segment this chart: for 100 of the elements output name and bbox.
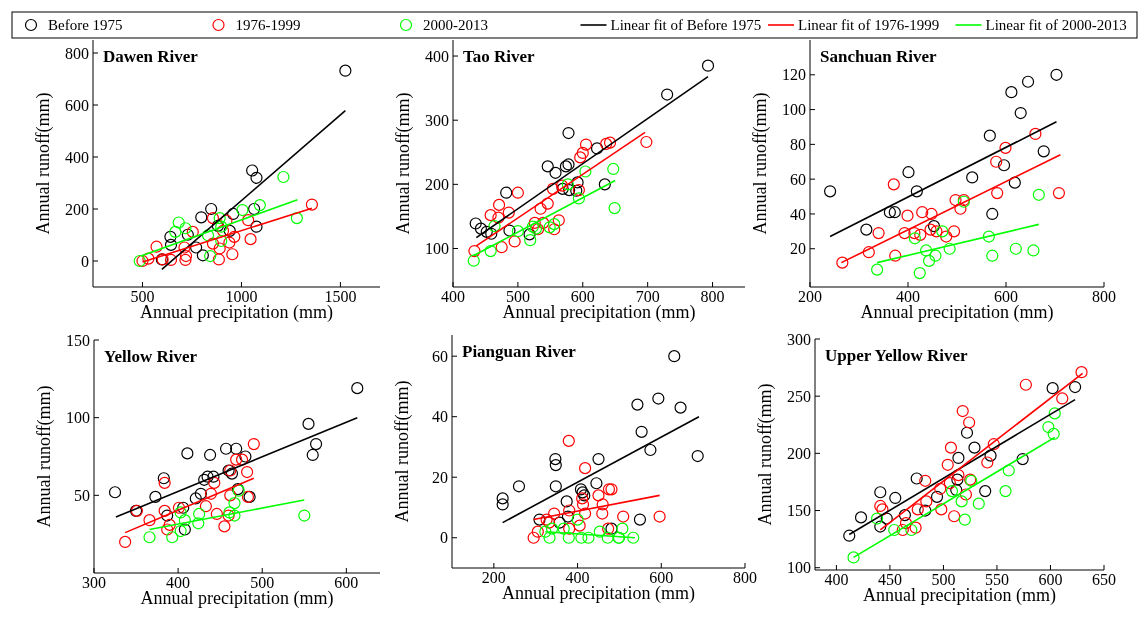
point bbox=[253, 199, 266, 212]
point bbox=[661, 88, 674, 101]
point bbox=[143, 531, 156, 544]
point bbox=[936, 225, 949, 238]
point bbox=[203, 448, 217, 462]
point bbox=[940, 230, 953, 243]
point bbox=[898, 509, 912, 522]
x-axis-title: Annual precipitation (mm) bbox=[860, 302, 1054, 323]
point bbox=[210, 507, 223, 521]
x-tick-label: 1000 bbox=[225, 288, 258, 305]
legend-label: Linear fit of 2000-2013 bbox=[985, 17, 1127, 34]
point bbox=[508, 235, 521, 248]
x-tick-label: 600 bbox=[570, 288, 595, 305]
point bbox=[236, 203, 249, 217]
point bbox=[474, 222, 487, 235]
point bbox=[239, 450, 252, 463]
point bbox=[1029, 127, 1042, 141]
point bbox=[244, 233, 257, 246]
point bbox=[545, 522, 559, 535]
chart-title: Sanchuan River bbox=[820, 47, 938, 66]
point bbox=[526, 220, 539, 233]
point bbox=[590, 477, 603, 490]
point bbox=[1027, 244, 1040, 257]
point bbox=[576, 498, 590, 511]
point bbox=[224, 489, 237, 502]
point bbox=[579, 462, 592, 475]
y-tick-label: 60 bbox=[790, 170, 806, 188]
point bbox=[533, 513, 546, 526]
x-tick-label: 400 bbox=[565, 569, 590, 586]
chart-title: Yellow River bbox=[104, 347, 198, 366]
point bbox=[1016, 452, 1029, 466]
point bbox=[874, 486, 887, 499]
point bbox=[870, 512, 884, 525]
point bbox=[227, 207, 240, 221]
point bbox=[901, 209, 914, 222]
point bbox=[909, 521, 922, 534]
point bbox=[500, 186, 513, 199]
y-tick-label: 200 bbox=[787, 444, 811, 462]
point bbox=[990, 155, 1003, 168]
y-tick-label: 150 bbox=[787, 502, 811, 520]
x-axis-title: Annual precipitation (mm) bbox=[502, 302, 696, 323]
point bbox=[986, 207, 999, 221]
point bbox=[935, 503, 948, 516]
point bbox=[290, 212, 303, 225]
point bbox=[298, 509, 311, 522]
point bbox=[213, 242, 226, 255]
point bbox=[207, 470, 220, 483]
point bbox=[954, 202, 967, 215]
point bbox=[575, 531, 588, 544]
point bbox=[250, 171, 263, 184]
x-tick-label: 700 bbox=[635, 288, 660, 305]
point bbox=[1019, 378, 1032, 391]
x-tick-label: 550 bbox=[984, 571, 1009, 588]
point bbox=[305, 198, 319, 211]
y-tick-label: 300 bbox=[425, 111, 449, 129]
point bbox=[883, 206, 896, 219]
point bbox=[572, 192, 585, 205]
point bbox=[181, 447, 194, 460]
x-tick-label: 400 bbox=[824, 571, 849, 588]
point bbox=[351, 382, 364, 395]
point bbox=[902, 166, 915, 179]
point bbox=[228, 509, 241, 522]
point bbox=[984, 449, 997, 462]
point bbox=[193, 507, 206, 521]
y-tick-label: 400 bbox=[425, 47, 449, 65]
point bbox=[181, 228, 194, 241]
x-axis-title: Annual precipitation (mm) bbox=[863, 585, 1056, 606]
point bbox=[919, 474, 932, 487]
point bbox=[189, 492, 202, 505]
point bbox=[495, 241, 508, 254]
point bbox=[1046, 382, 1059, 395]
point bbox=[467, 254, 480, 267]
point bbox=[563, 504, 576, 517]
y-tick-label: 120 bbox=[782, 66, 806, 84]
point bbox=[910, 185, 923, 198]
point bbox=[872, 226, 885, 240]
point bbox=[166, 531, 179, 544]
point bbox=[874, 499, 887, 513]
x-tick-label: 600 bbox=[334, 574, 359, 591]
chart-title: Pianguan River bbox=[462, 342, 577, 361]
point bbox=[579, 165, 592, 178]
point bbox=[158, 504, 171, 517]
point bbox=[592, 489, 605, 502]
point bbox=[920, 244, 933, 257]
x-tick-label: 600 bbox=[994, 288, 1018, 305]
y-tick-label: 200 bbox=[425, 175, 449, 193]
point bbox=[616, 522, 629, 535]
chart-title: Upper Yellow River bbox=[825, 346, 969, 365]
point bbox=[862, 246, 875, 259]
y-tick-label: 0 bbox=[81, 252, 89, 270]
y-tick-label: 20 bbox=[790, 240, 806, 258]
y-tick-label: 20 bbox=[432, 468, 448, 486]
point bbox=[987, 438, 1000, 451]
point bbox=[206, 212, 220, 225]
y-tick-label: 300 bbox=[787, 330, 811, 348]
point bbox=[169, 225, 182, 238]
point bbox=[213, 212, 226, 225]
legend-label: 2000-2013 bbox=[423, 17, 488, 34]
point bbox=[1009, 242, 1022, 255]
x-tick-label: 400 bbox=[166, 574, 191, 591]
